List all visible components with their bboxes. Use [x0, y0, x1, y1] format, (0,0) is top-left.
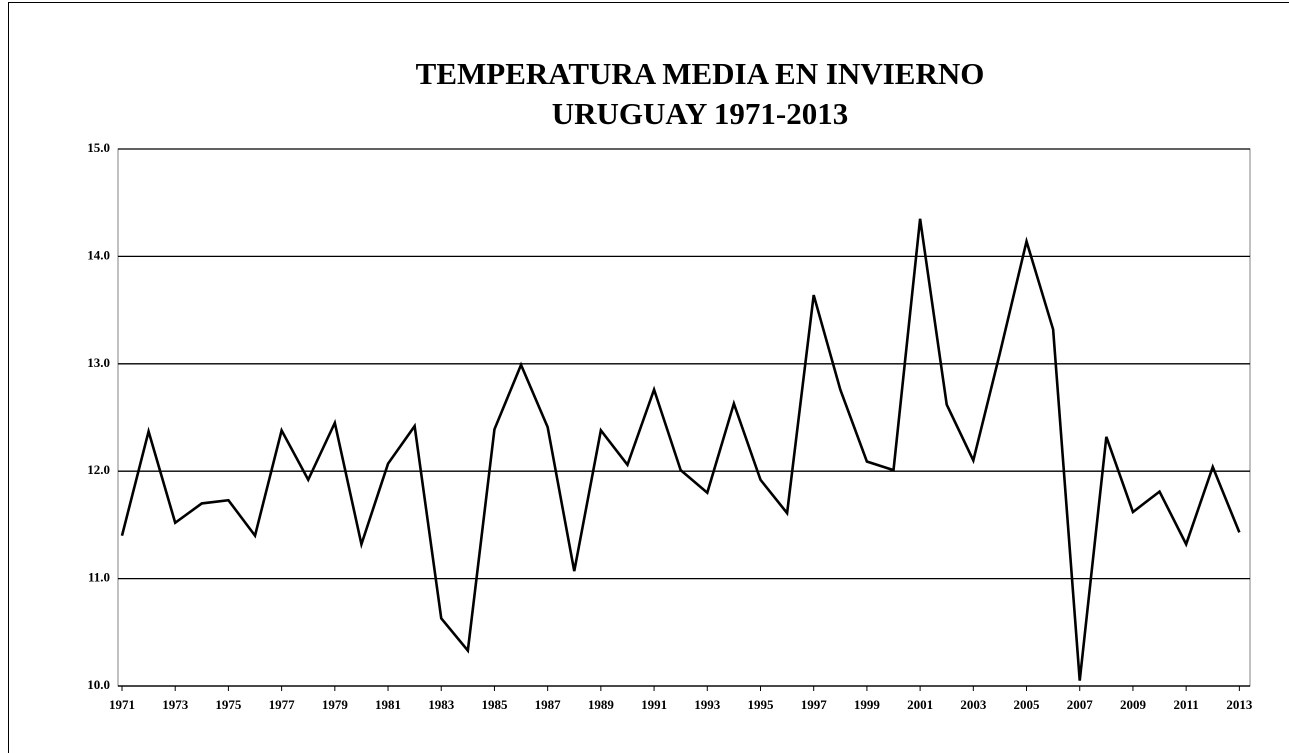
x-tick-label: 2003 [960, 697, 987, 712]
x-tick-label: 1977 [269, 697, 296, 712]
y-tick-label: 15.0 [87, 140, 110, 155]
x-tick-label: 1973 [162, 697, 189, 712]
x-tick-label: 1997 [801, 697, 828, 712]
x-tick-label: 2011 [1174, 697, 1199, 712]
y-tick-label: 13.0 [87, 355, 110, 370]
x-tick-label: 2001 [907, 697, 933, 712]
x-tick-label: 2013 [1226, 697, 1253, 712]
x-tick-label: 1971 [109, 697, 135, 712]
x-tick-label: 1993 [694, 697, 721, 712]
x-tick-label: 1999 [854, 697, 881, 712]
chart-subtitle: URUGUAY 1971-2013 [552, 96, 849, 131]
x-tick-label: 2005 [1014, 697, 1041, 712]
chart-title: TEMPERATURA MEDIA EN INVIERNO [416, 56, 985, 91]
x-tick-label: 1981 [375, 697, 401, 712]
y-tick-label: 12.0 [87, 462, 110, 477]
x-tick-label: 1991 [641, 697, 667, 712]
x-tick-label: 1983 [428, 697, 455, 712]
x-tick-label: 1995 [747, 697, 774, 712]
y-tick-label: 14.0 [87, 247, 110, 262]
x-tick-label: 1985 [481, 697, 508, 712]
x-tick-label: 1989 [588, 697, 615, 712]
x-tick-label: 2007 [1067, 697, 1094, 712]
y-tick-label: 11.0 [88, 570, 110, 585]
data-line [120, 218, 1241, 681]
x-tick-label: 1979 [322, 697, 349, 712]
x-tick-label: 1975 [215, 697, 242, 712]
x-tick-label: 2009 [1120, 697, 1147, 712]
x-tick-label: 1987 [535, 697, 562, 712]
y-tick-label: 10.0 [87, 677, 110, 692]
